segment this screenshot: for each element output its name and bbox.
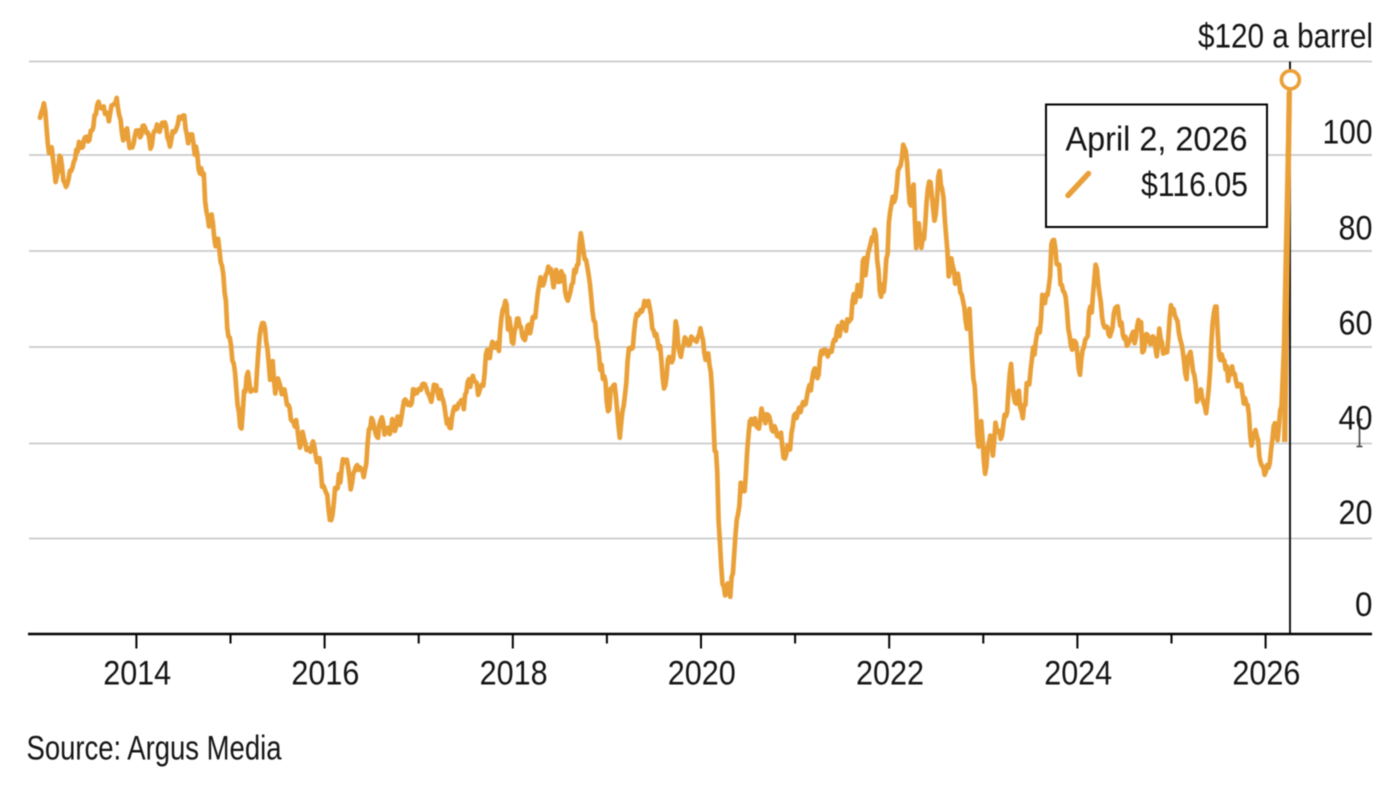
svg-text:2024: 2024 — [1044, 655, 1112, 693]
svg-text:2014: 2014 — [103, 655, 171, 693]
svg-text:$116.05: $116.05 — [1141, 166, 1248, 204]
svg-text:$120 a barrel: $120 a barrel — [1198, 18, 1373, 56]
svg-text:2022: 2022 — [856, 655, 924, 693]
svg-text:0: 0 — [1355, 586, 1373, 624]
svg-text:2026: 2026 — [1232, 655, 1300, 693]
svg-text:100: 100 — [1323, 114, 1373, 152]
svg-text:2018: 2018 — [480, 655, 548, 693]
svg-text:2020: 2020 — [668, 655, 736, 693]
svg-text:April 2, 2026: April 2, 2026 — [1066, 121, 1248, 159]
svg-text:40: 40 — [1339, 400, 1373, 438]
svg-text:Source: Argus Media: Source: Argus Media — [27, 730, 282, 768]
svg-text:60: 60 — [1339, 305, 1373, 343]
svg-text:20: 20 — [1339, 494, 1373, 532]
svg-text:80: 80 — [1339, 210, 1373, 248]
svg-text:2016: 2016 — [291, 655, 359, 693]
